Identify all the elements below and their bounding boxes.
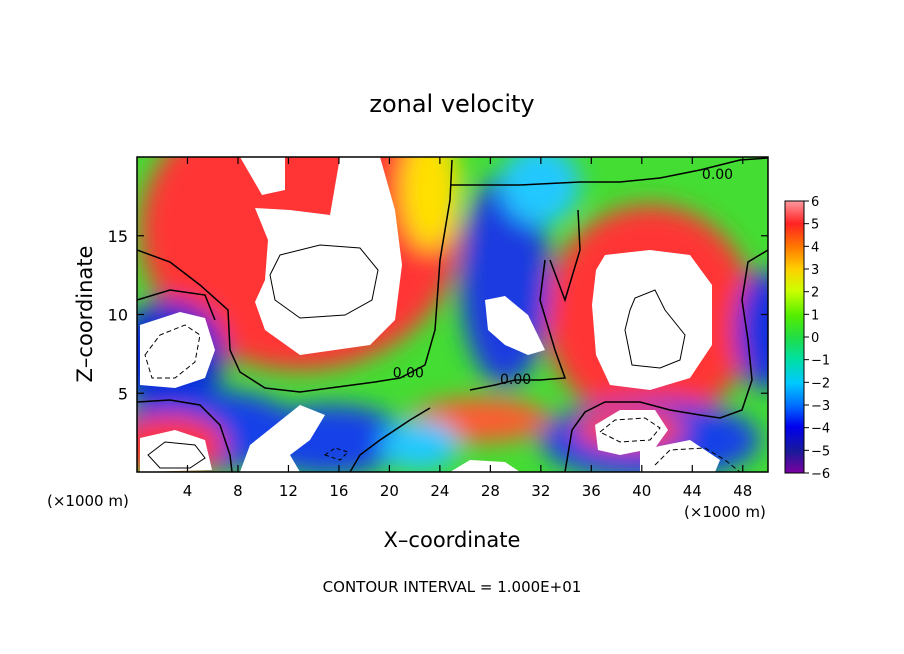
- x-tick-label: 32: [531, 482, 550, 500]
- contour-positive-bottom-left: [147, 441, 206, 469]
- colorbar-tick-label: −4: [811, 422, 830, 437]
- contour-zero-top-right: [450, 157, 768, 186]
- saturated-region-upper-left: [240, 157, 285, 195]
- contour-zero-center-2: [549, 209, 581, 303]
- colorbar-tick-label: 0: [811, 331, 819, 346]
- y-axis: 5 10 15: [108, 227, 768, 403]
- colorbar-tick-label: 6: [811, 195, 819, 210]
- saturated-region-bottom-left: [140, 430, 212, 472]
- chart-title: zonal velocity: [369, 90, 534, 118]
- x-tick-label: 8: [233, 482, 243, 500]
- colorbar-ticks: 6 5 4 3 2 1 0 −1 −2 −3 −4 −5 −6: [804, 195, 830, 482]
- x-axis-label: X–coordinate: [384, 528, 521, 552]
- cold-right-edge: [735, 270, 768, 390]
- x-unit-right: (×1000 m): [684, 503, 766, 521]
- saturated-region-left-lobe: [140, 312, 215, 388]
- saturated-region-bottom-small: [450, 460, 520, 472]
- colorbar-tick-label: 1: [811, 308, 819, 323]
- colorbar-tick-label: −1: [811, 354, 830, 369]
- contour-negative-left: [144, 324, 201, 379]
- x-tick-label: 44: [683, 482, 702, 500]
- contour-negative-bottom-right: [599, 417, 661, 443]
- y-axis-label: Z–coordinate: [73, 246, 97, 383]
- x-tick-label: 36: [582, 482, 601, 500]
- x-tick-label: 28: [481, 482, 500, 500]
- colorbar-tick-label: 2: [811, 286, 819, 301]
- contour-label: 0.00: [702, 167, 733, 183]
- cyan-mid-bottom: [380, 420, 460, 470]
- cyan-top: [500, 157, 580, 225]
- x-tick-label: 16: [329, 482, 348, 500]
- saturated-region-right: [592, 250, 712, 390]
- contour-zero-bottom-left: [137, 399, 233, 472]
- contour-label: 0.00: [393, 366, 424, 382]
- contour-interval-note: CONTOUR INTERVAL = 1.000E+01: [323, 578, 582, 596]
- contour-lines: [137, 157, 768, 472]
- colorbar-tick-label: 4: [811, 240, 819, 255]
- x-axis: 4 8 12 16 20 24 28 32 36 40 44 48: [183, 157, 752, 500]
- x-tick-label: 4: [183, 482, 193, 500]
- contour-zero-top: [137, 159, 453, 393]
- y-tick-label: 5: [118, 384, 128, 403]
- contour-label: 0.00: [500, 372, 531, 388]
- colorbar-tick-label: 3: [811, 263, 819, 278]
- x-tick-label: 12: [279, 482, 298, 500]
- y-tick-label: 10: [108, 306, 128, 325]
- heatmap-field: [137, 157, 768, 472]
- colorbar-tick-label: 5: [811, 218, 819, 233]
- contour-negative-bottom-right-2: [654, 447, 741, 472]
- x-unit-left: (×1000 m): [47, 492, 129, 510]
- contour-labels: 0.00 0.00 0.00: [393, 167, 733, 388]
- x-tick-label: 40: [632, 482, 651, 500]
- colorbar-tick-label: −3: [811, 399, 830, 414]
- contour-zero-bottom-mid: [349, 407, 431, 472]
- x-tick-label: 48: [733, 482, 752, 500]
- contour-zero-right-loop: [564, 249, 768, 472]
- contour-positive-right: [624, 289, 686, 369]
- colorbar-tick-label: −6: [811, 467, 830, 482]
- saturated-region-bottom-mid: [240, 405, 325, 472]
- contour-zero-left-upper: [137, 289, 216, 321]
- colorbar-tick-label: −5: [811, 444, 830, 459]
- colorbar-tick-label: −2: [811, 376, 830, 391]
- colorbar: [784, 200, 805, 474]
- saturated-region-left: [225, 157, 402, 355]
- x-tick-label: 24: [430, 482, 449, 500]
- contour-positive-left: [269, 244, 379, 319]
- contour-zero-center: [469, 259, 567, 391]
- saturated-region-center: [485, 296, 545, 355]
- y-tick-label: 15: [108, 227, 128, 246]
- contour-negative-bottom-mid: [323, 447, 349, 461]
- x-tick-label: 20: [380, 482, 399, 500]
